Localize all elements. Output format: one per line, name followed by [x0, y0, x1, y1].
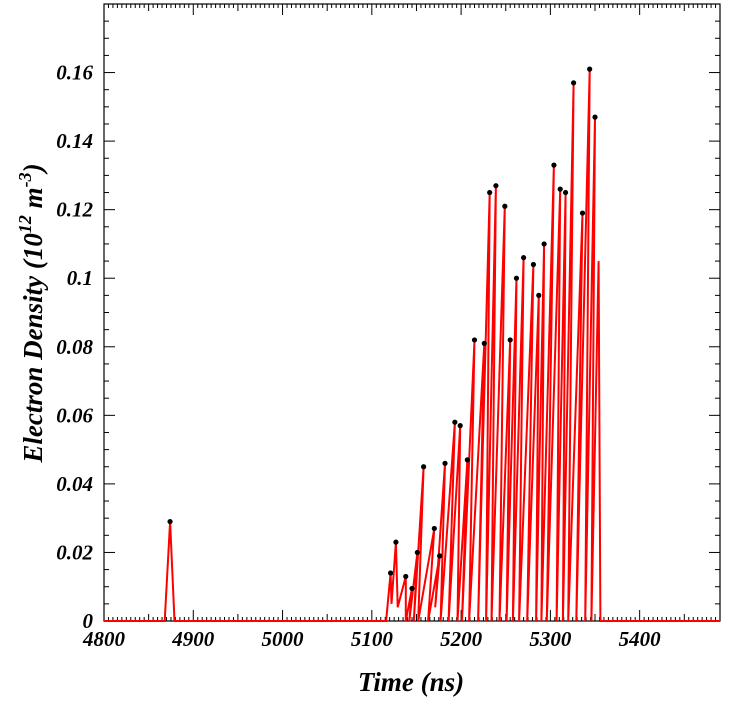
data-point [487, 189, 493, 196]
y-tick-label: 0.04 [56, 472, 93, 496]
data-point [457, 423, 463, 429]
data-point [481, 340, 487, 346]
y-tick-label: 0.06 [56, 403, 93, 427]
data-point [570, 80, 577, 86]
tick-labels: 4800 4900 5000 5100 5200 5300 5400 0 0.02 0.04 0.0… [56, 61, 661, 651]
data-point [403, 573, 409, 580]
data-point [541, 241, 547, 247]
data-point [421, 464, 427, 470]
data-series [104, 66, 720, 622]
data-point [502, 203, 508, 209]
plot-frame [103, 3, 721, 622]
data-point [557, 186, 563, 192]
data-point [387, 570, 394, 576]
data-point [167, 518, 173, 525]
data-point [464, 457, 470, 463]
data-point [393, 539, 399, 545]
y-axis-title-main: Electron Density (10 [18, 233, 48, 464]
y-tick-label: 0.16 [56, 61, 93, 85]
data-point [530, 261, 537, 268]
x-tick-label: 5300 [529, 627, 572, 651]
x-tick-label: 5400 [619, 627, 662, 651]
x-tick-label: 5200 [440, 627, 483, 651]
data-point [452, 419, 458, 425]
data-point [431, 525, 437, 532]
data-point [520, 255, 527, 261]
y-tick-label: 0.08 [56, 335, 93, 359]
y-axis-title-sup1: 12 [15, 215, 35, 233]
data-point [493, 183, 499, 189]
axis-ticks [103, 3, 721, 622]
y-tick-label: 0.14 [56, 129, 93, 153]
data-point [579, 210, 586, 216]
data-point [551, 162, 557, 168]
data-point [442, 460, 448, 466]
data-point [536, 292, 542, 298]
y-axis-title-mid: m [18, 187, 48, 215]
data-point [507, 337, 513, 343]
data-point [409, 585, 415, 592]
x-axis-title: Time (ns) [358, 667, 464, 697]
plot-area [103, 3, 721, 622]
y-axis-title-sup2: -3 [15, 172, 35, 187]
x-tick-label: 4900 [171, 627, 215, 651]
x-tick-label: 5100 [351, 627, 394, 651]
data-point [513, 275, 520, 281]
data-point [592, 114, 598, 120]
data-point [587, 66, 593, 72]
data-point [414, 549, 420, 556]
y-axis-title-end: ) [18, 163, 48, 175]
data-point [562, 189, 569, 196]
data-point [471, 337, 478, 343]
series-line [104, 69, 720, 622]
y-axis-title: Electron Density (1012 m-3) [15, 163, 48, 463]
y-tick-label: 0 [83, 609, 94, 633]
data-point [437, 553, 443, 559]
y-tick-label: 0.12 [56, 198, 93, 222]
y-tick-label: 0.1 [67, 266, 93, 290]
y-tick-label: 0.02 [56, 540, 93, 564]
x-tick-label: 5000 [262, 627, 305, 651]
x-tick-label: 4800 [82, 627, 126, 651]
